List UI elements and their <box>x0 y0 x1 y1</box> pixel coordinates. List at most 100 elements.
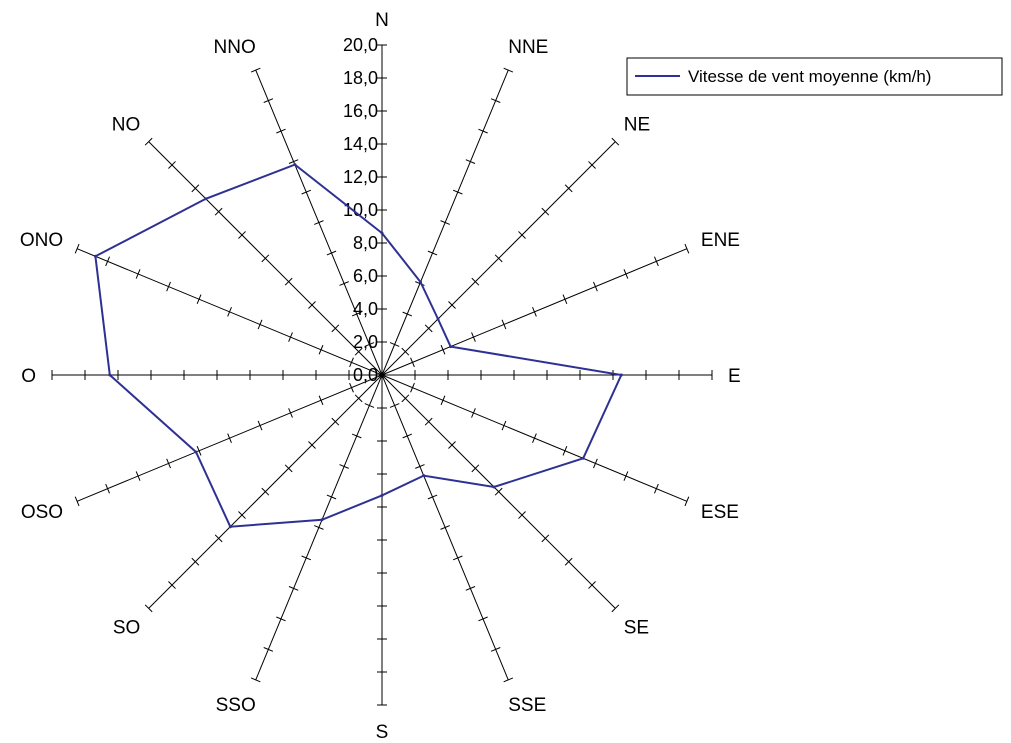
direction-label-e: E <box>728 366 741 387</box>
tick-nno-9 <box>263 98 274 103</box>
tick-ese-9 <box>654 483 659 494</box>
tick-se-7 <box>541 534 550 543</box>
tick-sso-6 <box>301 555 312 561</box>
data-point-o <box>108 373 112 377</box>
tick-nne-7 <box>465 159 476 164</box>
tick-so-8 <box>191 557 200 566</box>
tick-nne-5 <box>440 220 450 225</box>
tick-se-9 <box>588 581 596 589</box>
data-point-ese <box>581 456 585 460</box>
tick-sso-9 <box>263 647 274 652</box>
tick-ono-6 <box>196 294 202 305</box>
tick-sso-7 <box>288 586 299 591</box>
tick-nno-2 <box>351 311 362 317</box>
legend: Vitesse de vent moyenne (km/h) <box>626 57 1003 96</box>
direction-label-o: O <box>21 366 36 387</box>
tick-ne-1 <box>401 347 410 356</box>
tick-nne-6 <box>452 189 463 195</box>
tick-ono-9 <box>105 256 110 267</box>
tick-ene-1 <box>410 357 415 368</box>
tick-oso-1 <box>349 382 354 393</box>
tick-no-4 <box>284 277 293 286</box>
tick-no-2 <box>331 324 340 333</box>
tick-oso-7 <box>166 458 171 469</box>
direction-label-s: S <box>376 722 389 743</box>
tick-sse-9 <box>490 647 501 652</box>
tick-sso-2 <box>351 433 362 439</box>
tick-ese-4 <box>501 420 507 431</box>
tick-label-10: 20,0 <box>343 35 378 55</box>
tick-ne-7 <box>541 207 550 216</box>
tick-sso-5 <box>314 525 324 530</box>
tick-no-7 <box>214 207 223 216</box>
direction-label-no: NO <box>112 114 141 135</box>
tick-no-1 <box>354 347 363 356</box>
tick-sse-3 <box>415 464 425 469</box>
direction-label-ono: ONO <box>20 230 63 251</box>
tick-ene-3 <box>471 332 476 342</box>
tick-ono-7 <box>166 281 171 292</box>
tick-ese-3 <box>471 408 476 418</box>
tick-ono-1 <box>349 357 354 368</box>
tick-nne-3 <box>415 281 425 286</box>
direction-label-ene: ENE <box>701 230 740 251</box>
tick-oso-8 <box>135 471 141 481</box>
tick-ono-2 <box>318 344 324 355</box>
direction-label-ese: ESE <box>701 502 739 523</box>
data-point-no <box>204 197 208 201</box>
tick-ne-8 <box>564 184 573 193</box>
direction-labels: N NNE NE ENE E ESE SE SSE S SSO SO OSO O ONO NO NNO <box>20 10 741 743</box>
tick-oso-4 <box>257 420 263 431</box>
tick-nne-9 <box>490 98 501 103</box>
tick-se-3 <box>448 441 456 449</box>
tick-ono-3 <box>288 332 293 342</box>
direction-label-sso: SSO <box>216 695 256 716</box>
tick-sso-10 <box>250 677 261 683</box>
tick-ese-6 <box>562 445 568 456</box>
direction-label-n: N <box>375 10 389 31</box>
tick-so-9 <box>168 581 176 589</box>
tick-se-1 <box>401 394 410 403</box>
tick-sso-3 <box>339 464 349 469</box>
tick-sso-8 <box>276 616 286 622</box>
tick-ene-4 <box>501 319 507 330</box>
direction-label-nno: NNO <box>214 37 256 58</box>
tick-ono-10 <box>74 243 80 254</box>
tick-sse-2 <box>402 433 413 439</box>
tick-sse-6 <box>452 555 463 561</box>
data-point-s <box>380 493 384 497</box>
tick-nno-6 <box>301 189 312 195</box>
data-point-sso <box>320 518 324 522</box>
tick-ese-8 <box>623 471 629 481</box>
direction-label-se: SE <box>624 618 649 639</box>
data-point-e <box>619 373 623 377</box>
axes-layer <box>51 44 713 706</box>
data-point-ne <box>436 317 440 321</box>
tick-no-3 <box>308 301 316 309</box>
data-point-nne <box>419 280 422 284</box>
tick-sse-1 <box>389 403 400 408</box>
tick-nno-4 <box>326 250 337 256</box>
tick-label-5: 10,0 <box>343 200 378 220</box>
tick-label-3: 6,0 <box>353 266 378 286</box>
tick-ene-5 <box>532 307 537 317</box>
tick-ono-8 <box>135 269 141 279</box>
tick-se-6 <box>518 511 526 519</box>
data-point-se <box>492 485 496 489</box>
tick-ene-7 <box>593 281 598 292</box>
tick-ese-1 <box>410 382 415 393</box>
tick-ne-4 <box>471 277 480 286</box>
data-point-nno <box>293 163 297 167</box>
tick-ese-2 <box>440 395 446 406</box>
tick-nne-10 <box>503 67 514 73</box>
tick-sse-8 <box>478 616 488 622</box>
tick-no-10 <box>144 137 153 146</box>
legend-box <box>626 57 1003 96</box>
tick-no-6 <box>238 231 246 239</box>
tick-ene-6 <box>562 294 568 305</box>
tick-se-8 <box>564 557 573 566</box>
tick-oso-5 <box>227 433 232 443</box>
tick-nne-4 <box>427 250 438 256</box>
tick-oso-3 <box>288 408 293 418</box>
